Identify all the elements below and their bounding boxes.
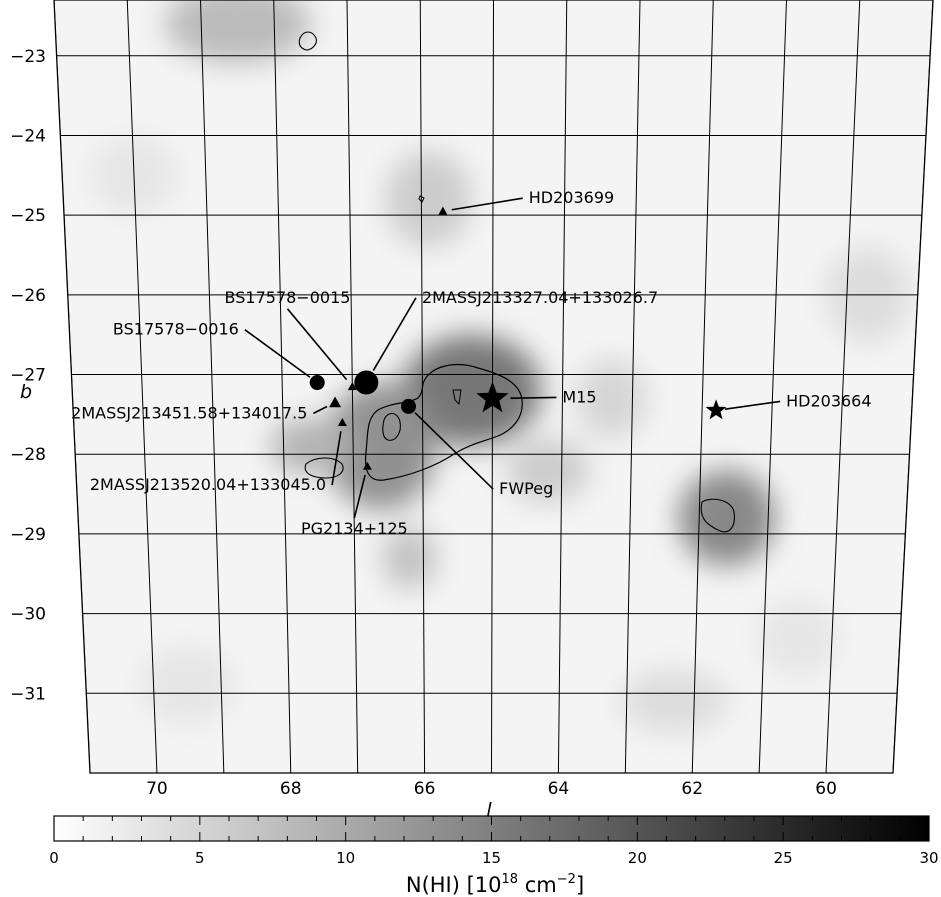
grid-line-l [758, 0, 787, 773]
colorbar-tick-label: 25 [774, 849, 793, 867]
leader-line [244, 329, 311, 378]
x-tick-label: 60 [815, 779, 837, 799]
hi-emission-blob [757, 597, 839, 678]
colorbar-tick-label: 15 [482, 849, 501, 867]
contour-main-cloud [364, 363, 523, 481]
plot-frame [53, 0, 934, 774]
x-tick-label: 62 [681, 779, 703, 799]
object-label: BS17578−0015 [225, 288, 351, 307]
grid-line-l [691, 0, 714, 773]
grid-line-l [126, 0, 158, 773]
colorbar-title-unit: cm [518, 873, 557, 897]
object-label: HD203699 [529, 188, 614, 207]
leader-line [372, 297, 417, 371]
x-axis-title: l [486, 799, 492, 821]
colorbar-title-close: ] [576, 873, 584, 897]
hi-emission-blob [576, 358, 647, 439]
y-tick-label: −26 [10, 286, 46, 306]
grid-line-l [273, 0, 292, 773]
grid-line-l [825, 0, 861, 773]
object-markers [309, 206, 727, 470]
contour-layer [298, 31, 735, 533]
grid-line-l [624, 0, 641, 773]
hi-emission-blob [619, 669, 728, 734]
leader-line [313, 405, 328, 415]
contour-west-clump [304, 457, 344, 479]
x-tick-label: 66 [414, 779, 436, 799]
grid-line-l [557, 0, 568, 773]
hi-emission-blob [269, 418, 354, 475]
colorbar-title-exp1: 18 [502, 872, 519, 887]
y-tick-label: −24 [10, 126, 46, 146]
y-tick-label: −30 [10, 605, 46, 625]
grid-line-l [200, 0, 225, 773]
leader-line [510, 396, 557, 399]
object-label: 2MASSJ213327.04+133026.7 [422, 288, 658, 307]
y-tick-label: −27 [10, 366, 46, 386]
leader-line [331, 431, 342, 486]
colorbar-title: N(HI) [1018 cm−2] [406, 872, 584, 897]
colorbar: 0 5 10 15 20 25 30 N(HI) [1018 cm−2] [49, 815, 939, 897]
grid-line-l [419, 0, 426, 773]
object-label: HD203664 [786, 391, 871, 410]
object-marker-triangle [347, 382, 357, 391]
hi-emission-blob [401, 334, 542, 447]
colorbar-tick-label: 20 [628, 849, 647, 867]
y-tick-label: −29 [10, 525, 46, 545]
object-marker-circle [309, 375, 325, 391]
y-tick-label: −25 [10, 206, 46, 226]
colorbar-tick-label: 0 [49, 849, 59, 867]
colorbar-tick-label: 5 [195, 849, 205, 867]
leader-line [451, 197, 523, 211]
leader-line [353, 474, 366, 519]
colorbar-title-exp2: −2 [557, 872, 576, 887]
map-area [54, 0, 933, 773]
contour-west-knot [382, 412, 401, 441]
contour-east-clump [700, 498, 735, 533]
object-marker-circle-large [354, 370, 379, 395]
axis-tick-labels: 70 68 66 64 62 60 −23 −24 −25 −26 −27 −28 −29 −30 −31 [10, 47, 837, 799]
y-tick-label: −28 [10, 445, 46, 465]
leader-line [414, 412, 494, 490]
leader-line [724, 400, 781, 410]
y-tick-label: −31 [10, 684, 46, 704]
object-label: BS17578−0016 [113, 320, 239, 339]
colorbar-ticks: 0 5 10 15 20 25 30 [49, 816, 939, 867]
object-label: M15 [562, 387, 596, 406]
object-marker-triangle [329, 396, 342, 408]
object-label: PG2134+125 [301, 519, 408, 538]
contour-small-hole [452, 389, 462, 406]
object-label: 2MASSJ213451.58+134017.5 [71, 403, 307, 422]
colorbar-title-main: N(HI) [10 [406, 873, 502, 897]
colorbar-tick-label: 30 [919, 849, 938, 867]
x-tick-label: 64 [548, 779, 570, 799]
object-marker-triangle [362, 461, 372, 470]
y-axis-title: b [20, 381, 32, 403]
object-labels: HD203699 BS17578−0015 2MASSJ213327.04+1330… [71, 188, 871, 538]
x-tick-label: 70 [146, 779, 168, 799]
hi-emission-blob [385, 151, 472, 248]
hi-emission-blob [140, 645, 235, 726]
contour-north-clump [298, 31, 317, 51]
x-tick-label: 68 [280, 779, 302, 799]
contour-tiny [418, 195, 425, 203]
y-tick-label: −23 [10, 47, 46, 67]
leader-line [286, 308, 348, 381]
hi-emission-blob [678, 470, 776, 566]
object-marker-star [705, 399, 727, 420]
colorbar-tick-label: 10 [336, 849, 355, 867]
object-marker-circle [401, 398, 417, 414]
object-label: 2MASSJ213520.04+133045.0 [90, 475, 326, 494]
object-label: FWPeg [499, 479, 553, 498]
object-marker-triangle [337, 417, 347, 426]
object-marker-star-large [476, 381, 509, 413]
object-marker-triangle [438, 206, 448, 215]
